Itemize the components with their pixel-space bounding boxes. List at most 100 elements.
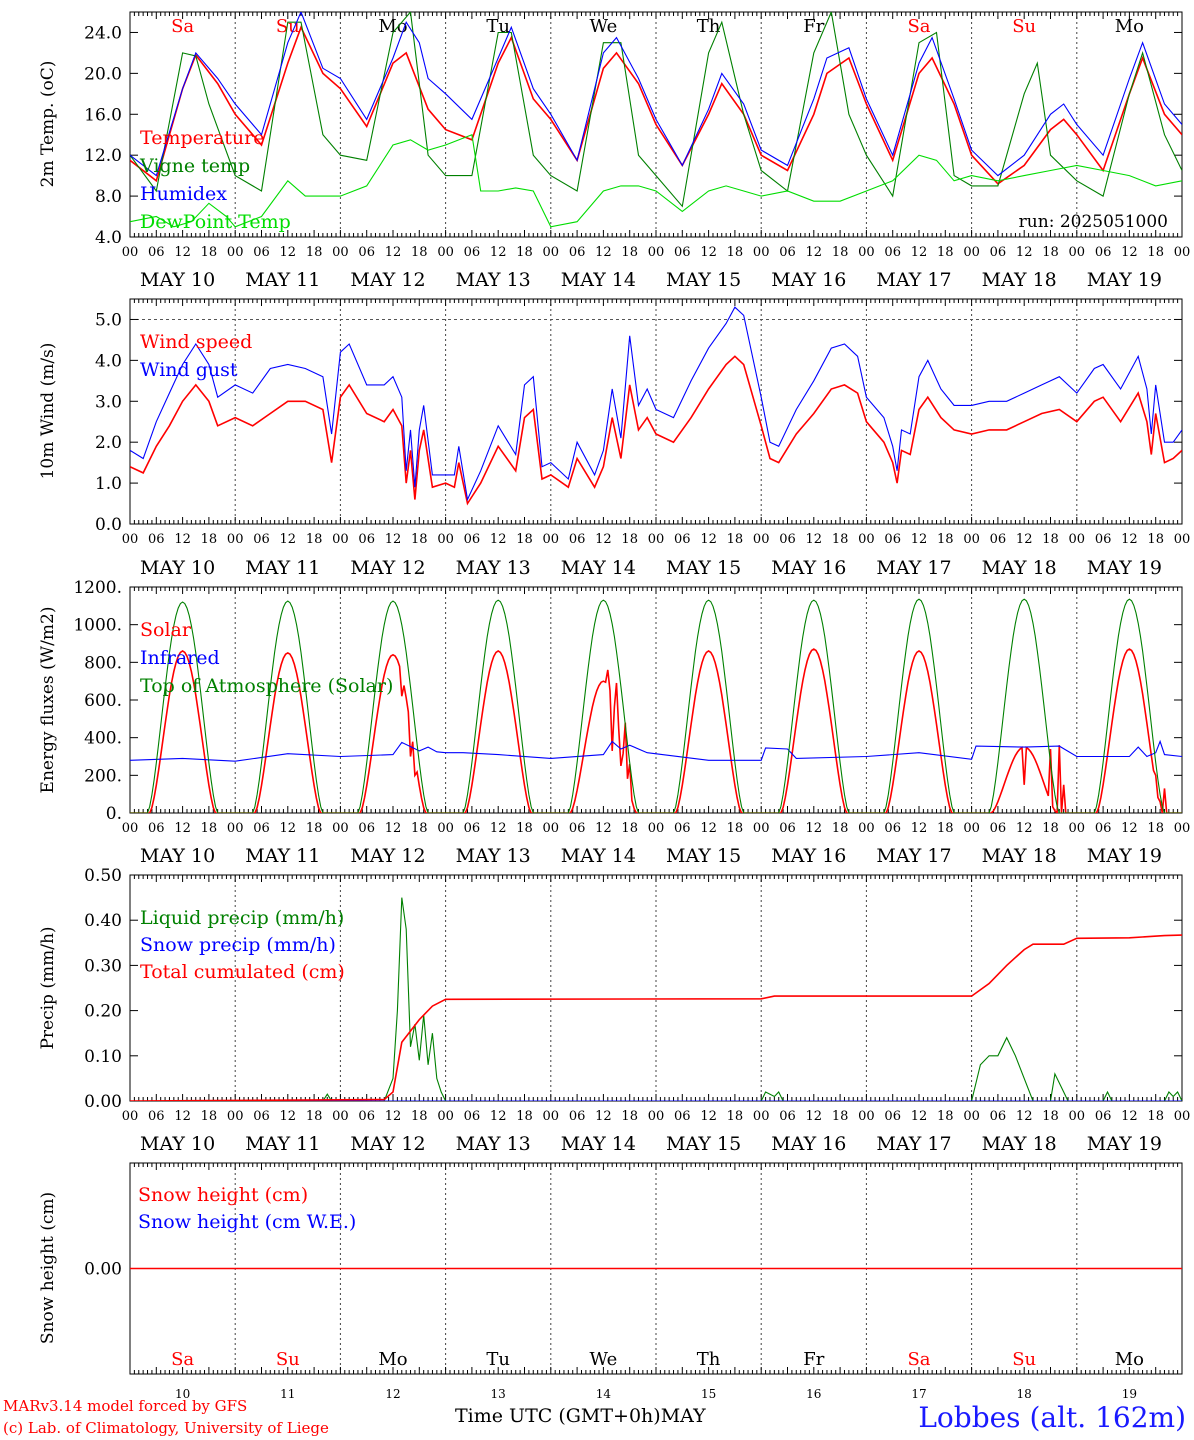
hour-tick-label: 06 bbox=[148, 821, 165, 836]
y-tick-label: 4.0 bbox=[95, 351, 122, 371]
y-axis-label: Energy fluxes (W/m2) bbox=[38, 607, 58, 794]
hour-tick-label: 00 bbox=[332, 821, 349, 836]
hour-tick-label: 06 bbox=[464, 1109, 481, 1124]
weekday-label: Fr bbox=[803, 16, 824, 37]
legend-entry: Liquid precip (mm/h) bbox=[140, 907, 344, 929]
weekday-label: Fr bbox=[803, 1349, 824, 1370]
hour-tick-label: 06 bbox=[253, 245, 270, 260]
hour-tick-label: 00 bbox=[1069, 1109, 1086, 1124]
run-label: run: 2025051000 bbox=[1019, 212, 1168, 232]
hour-tick-label: 18 bbox=[1147, 821, 1164, 836]
hour-tick-label: 12 bbox=[1121, 532, 1138, 547]
day-number-label: 12 bbox=[385, 1387, 400, 1400]
panel-5: 0.00 Snow height (cm) Sa 10 Su 11 Mo 12 Tu 13 We 14… bbox=[38, 1162, 1183, 1400]
y-tick-label: 16.0 bbox=[84, 105, 122, 125]
hour-tick-label: 18 bbox=[1042, 1109, 1059, 1124]
hour-tick-label: 00 bbox=[227, 245, 244, 260]
hour-tick-label: 18 bbox=[832, 532, 849, 547]
hour-tick-label: 00 bbox=[1069, 821, 1086, 836]
weekday-label: Sa bbox=[171, 16, 194, 37]
hour-tick-label: 00 bbox=[1069, 245, 1086, 260]
hour-tick-label: 12 bbox=[806, 821, 823, 836]
legend-entry: Solar bbox=[140, 619, 192, 641]
day-number-label: 16 bbox=[806, 1387, 821, 1400]
legend-entry: Infrared bbox=[140, 647, 220, 669]
hour-tick-label: 06 bbox=[779, 821, 796, 836]
legend-entry: Snow height (cm) bbox=[138, 1184, 308, 1206]
hour-tick-label: 00 bbox=[437, 1109, 454, 1124]
day-number-label: 14 bbox=[596, 1387, 612, 1400]
day-number-label: 10 bbox=[175, 1387, 190, 1400]
hour-tick-label: 06 bbox=[358, 245, 375, 260]
hour-tick-label: 00 bbox=[858, 245, 875, 260]
hour-tick-label: 06 bbox=[253, 821, 270, 836]
hour-tick-label: 12 bbox=[1121, 245, 1138, 260]
y-tick-label: 5.0 bbox=[95, 310, 122, 330]
legend-entry: Total cumulated (cm) bbox=[140, 961, 345, 983]
hour-tick-label: 00 bbox=[648, 1109, 665, 1124]
y-tick-label: 4.0 bbox=[95, 228, 122, 248]
hour-tick-label: 00 bbox=[1174, 821, 1191, 836]
hour-tick-label: 06 bbox=[148, 1109, 165, 1124]
date-label: MAY 11 bbox=[245, 269, 320, 291]
y-tick-label: 3.0 bbox=[95, 392, 122, 412]
weekday-label: Mo bbox=[1115, 1349, 1144, 1370]
weekday-label: Tu bbox=[486, 1349, 510, 1370]
hour-tick-label: 18 bbox=[1147, 1109, 1164, 1124]
y-tick-label: 0.30 bbox=[84, 956, 122, 976]
weekday-label: Su bbox=[1012, 1349, 1036, 1370]
time-axis-title: Time UTC (GMT+0h)MAY bbox=[455, 1405, 706, 1427]
hour-tick-label: 06 bbox=[884, 245, 901, 260]
y-tick-label: 0.40 bbox=[84, 911, 122, 931]
date-label: MAY 17 bbox=[876, 557, 951, 579]
date-label: MAY 12 bbox=[350, 269, 425, 291]
hour-tick-label: 00 bbox=[543, 245, 560, 260]
hour-tick-label: 12 bbox=[806, 532, 823, 547]
panel-4: 0.00 0.10 0.20 0.30 0.40 0.50 Precip (mm/h) 00 0… bbox=[38, 866, 1190, 1155]
hour-tick-label: 06 bbox=[358, 1109, 375, 1124]
date-label: MAY 14 bbox=[561, 845, 636, 867]
date-label: MAY 13 bbox=[456, 557, 531, 579]
hour-tick-label: 00 bbox=[1174, 245, 1191, 260]
model-credit: MARv3.14 model forced by GFS bbox=[3, 1397, 248, 1415]
hour-tick-label: 18 bbox=[832, 245, 849, 260]
hour-tick-label: 18 bbox=[621, 821, 638, 836]
hour-tick-label: 12 bbox=[280, 532, 297, 547]
day-number-label: 19 bbox=[1122, 1387, 1137, 1400]
weekday-label: Sa bbox=[907, 1349, 930, 1370]
hour-tick-label: 06 bbox=[1095, 245, 1112, 260]
weekday-label: Tu bbox=[486, 16, 510, 37]
hour-tick-label: 06 bbox=[674, 532, 691, 547]
legend-entry: Top of Atmosphere (Solar) bbox=[140, 675, 393, 697]
hour-tick-label: 18 bbox=[937, 532, 954, 547]
hour-tick-label: 06 bbox=[990, 245, 1007, 260]
hour-tick-label: 06 bbox=[674, 1109, 691, 1124]
hour-tick-label: 00 bbox=[963, 1109, 980, 1124]
series-line-total-cumulated-cm- bbox=[130, 934, 1182, 1101]
legend-entry: Humidex bbox=[140, 183, 227, 205]
weekday-label: Su bbox=[1012, 16, 1036, 37]
hour-tick-label: 18 bbox=[727, 245, 744, 260]
hour-tick-label: 18 bbox=[411, 245, 428, 260]
hour-tick-label: 12 bbox=[280, 1109, 297, 1124]
hour-tick-label: 00 bbox=[332, 532, 349, 547]
y-tick-label: 0.00 bbox=[84, 1260, 122, 1280]
hour-tick-label: 06 bbox=[464, 821, 481, 836]
y-tick-label: 200. bbox=[84, 766, 122, 786]
y-tick-label: 600. bbox=[84, 691, 122, 711]
date-label: MAY 12 bbox=[350, 1133, 425, 1155]
hour-tick-label: 18 bbox=[306, 1109, 323, 1124]
weekday-label: Th bbox=[697, 1349, 721, 1370]
weekday-label: Sa bbox=[907, 16, 930, 37]
hour-tick-label: 12 bbox=[595, 532, 612, 547]
hour-tick-label: 00 bbox=[1069, 532, 1086, 547]
hour-tick-label: 12 bbox=[700, 245, 717, 260]
weekday-label: Su bbox=[276, 1349, 300, 1370]
hour-tick-label: 18 bbox=[516, 1109, 533, 1124]
hour-tick-label: 06 bbox=[990, 532, 1007, 547]
date-label: MAY 19 bbox=[1087, 269, 1162, 291]
hour-tick-label: 00 bbox=[122, 1109, 139, 1124]
legend-entry: DewPoint Temp bbox=[140, 211, 291, 233]
hour-tick-label: 00 bbox=[437, 532, 454, 547]
station-name: Lobbes (alt. 162m) bbox=[918, 1401, 1186, 1434]
